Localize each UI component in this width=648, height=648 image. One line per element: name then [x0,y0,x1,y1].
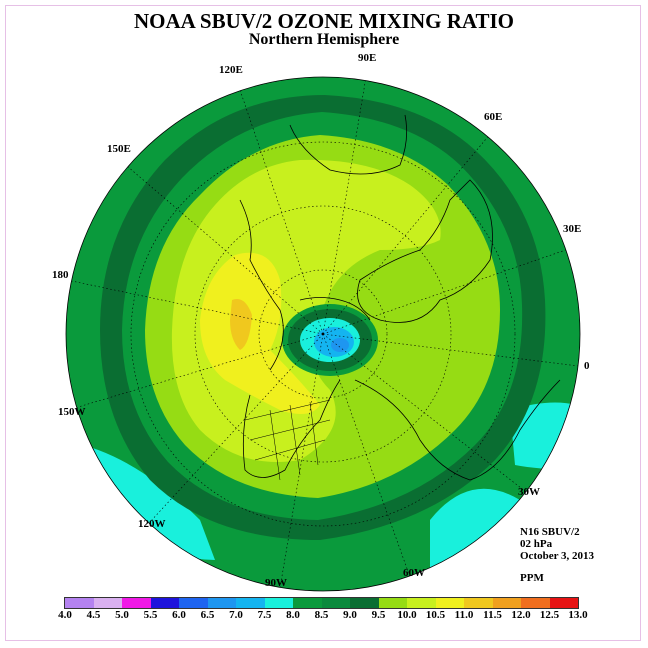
colorbar-tick-label: 13.0 [568,609,588,621]
colorbar-swatch [350,598,379,608]
colorbar-swatch [435,598,464,608]
colorbar-tick-label: 4.5 [86,609,101,621]
map-title: NOAA SBUV/2 OZONE MIXING RATIO [134,9,514,33]
colorbar-swatch [264,598,293,608]
colorbar-swatch [207,598,236,608]
colorbar-swatch [65,598,94,608]
colorbar-tick-label: 6.0 [172,609,186,621]
colorbar-tick-label: 4.0 [58,609,72,621]
band-10-5 [200,252,320,414]
colorbar-tick-label: 10.5 [425,609,446,621]
colorbar-tick-label: 12.0 [511,609,531,621]
colorbar-swatch [378,598,407,608]
colorbar-tick-label: 11.0 [454,609,474,621]
lon-label-90e: 90E [358,52,377,64]
lon-label-60e: 60E [484,111,503,123]
vortex-core-6-5 [331,338,349,352]
colorbar-tick-label: 9.0 [343,609,357,621]
lon-label-30w: 30W [518,486,540,498]
lon-label-30e: 30E [563,223,582,235]
coastlines [239,114,561,481]
colorbar-swatch [521,598,550,608]
colorbar-swatch [549,598,578,608]
ozone-field [66,77,580,591]
graticule [66,77,580,589]
colorbar-tick-label: 9.5 [371,609,386,621]
lon-label-120w: 120W [138,518,166,530]
colorbar-swatch [236,598,265,608]
lon-label-150e: 150E [107,143,131,155]
colorbar-tick-label: 8.0 [286,609,300,621]
colorbar-swatch [321,598,350,608]
colorbar [64,597,579,609]
lon-label-90w: 90W [265,577,287,589]
date-label: October 3, 2013 [520,550,595,562]
colorbar-tick-label: 6.5 [200,609,215,621]
colorbar-tick-label: 5.5 [143,609,158,621]
units-label: PPM [520,572,544,584]
map-boundary [65,76,581,592]
state-boundaries [244,399,331,481]
colorbar-swatch [293,598,322,608]
lon-label-0: 0 [584,360,590,372]
colorbar-swatch [150,598,179,608]
colorbar-swatch [464,598,493,608]
lon-label-120e: 120E [219,64,243,76]
colorbar-tick-label: 8.5 [314,609,329,621]
colorbar-swatch [179,598,208,608]
lon-label-150w: 150W [58,406,86,418]
colorbar-tick-label: 7.5 [257,609,272,621]
lon-label-180: 180 [52,269,69,281]
band-11-0 [230,299,252,350]
instrument-label: N16 SBUV/2 [520,526,580,538]
colorbar-swatch [122,598,151,608]
map-subtitle: Northern Hemisphere [248,31,400,48]
colorbar-swatch [407,598,436,608]
lon-label-60w: 60W [403,567,425,579]
colorbar-tick-label: 11.5 [483,609,502,621]
colorbar-tick-label: 5.0 [115,609,129,621]
colorbar-swatch [93,598,122,608]
colorbar-swatch [492,598,521,608]
pressure-level-label: 02 hPa [520,538,553,550]
colorbar-tick-label: 12.5 [539,609,560,621]
colorbar-tick-label: 10.0 [397,609,417,621]
colorbar-tick-label: 7.0 [229,609,243,621]
figure-frame [5,5,641,641]
